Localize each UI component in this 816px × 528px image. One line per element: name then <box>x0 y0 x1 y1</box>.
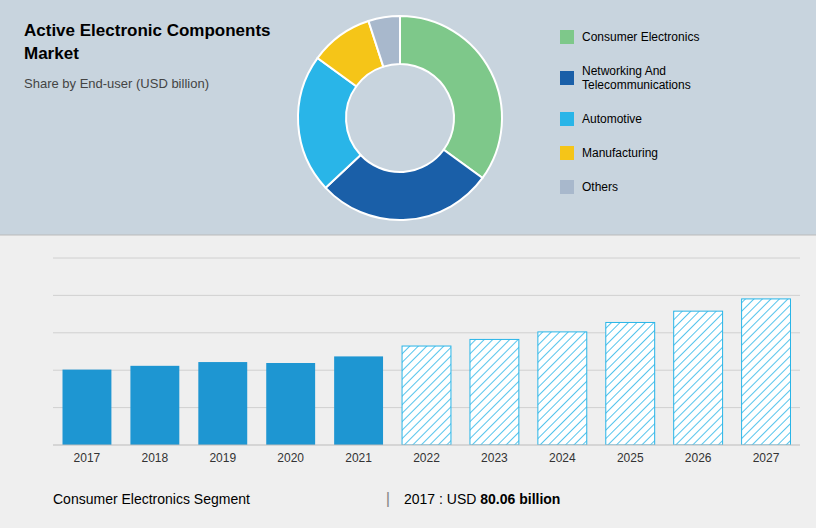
subtitle: Share by End-user (USD billion) <box>24 76 209 91</box>
x-tick-label: 2017 <box>74 451 101 465</box>
slice <box>400 16 502 178</box>
x-tick-label: 2023 <box>481 451 508 465</box>
top-panel <box>0 0 816 235</box>
footer: Consumer Electronics Segment | 2017 : USD … <box>53 489 560 508</box>
legend-swatch <box>560 71 574 85</box>
legend-label: Manufacturing <box>582 146 658 160</box>
bar <box>130 366 179 445</box>
legend-label: Others <box>582 180 618 194</box>
bar <box>742 299 791 445</box>
chart-root: Active Electronic ComponentsMarket Share … <box>0 0 816 528</box>
legend-swatch <box>560 30 574 44</box>
pie-chart: Active Electronic ComponentsMarket Share … <box>24 16 699 220</box>
slice <box>368 16 400 67</box>
legend: Consumer Electronics Networking AndTeleco… <box>560 30 699 194</box>
legend-label: Networking AndTelecommunications <box>582 64 691 92</box>
x-tick-label: 2021 <box>345 451 372 465</box>
bar <box>198 362 247 445</box>
title: Active Electronic ComponentsMarket <box>24 21 271 63</box>
bar-chart: 2017 2018 2019 2020 2021 2022 2023 2024 2025 2026… <box>53 258 800 508</box>
bar <box>334 356 383 445</box>
bar <box>674 311 723 445</box>
x-tick-label: 2020 <box>277 451 304 465</box>
separator <box>0 235 816 236</box>
legend-label: Consumer Electronics <box>582 30 699 44</box>
x-tick-labels: 2017 2018 2019 2020 2021 2022 2023 2024 2025 2026… <box>74 451 780 465</box>
legend-swatch <box>560 112 574 126</box>
x-tick-label: 2024 <box>549 451 576 465</box>
x-tick-label: 2025 <box>617 451 644 465</box>
grid-line <box>53 258 800 259</box>
annotation-divider: | <box>386 489 390 508</box>
x-tick-label: 2022 <box>413 451 440 465</box>
bar <box>63 370 112 445</box>
legend-label: Automotive <box>582 112 642 126</box>
x-tick-label: 2019 <box>209 451 236 465</box>
annotation-part: 2017 : USD <box>404 491 480 507</box>
x-axis-line <box>53 445 800 446</box>
bar <box>470 339 519 445</box>
x-tick-label: 2026 <box>685 451 712 465</box>
bars <box>63 299 791 445</box>
grid-line <box>53 295 800 296</box>
annotation: 2017 : USD 80.06 billion <box>404 491 560 507</box>
x-tick-label: 2027 <box>753 451 780 465</box>
annotation: Consumer Electronics Segment <box>53 491 250 507</box>
slices <box>298 16 502 220</box>
bar <box>538 332 587 445</box>
bar <box>606 322 655 445</box>
x-tick-label: 2018 <box>142 451 169 465</box>
background <box>0 0 816 528</box>
legend-swatch <box>560 146 574 160</box>
bar <box>266 363 315 445</box>
legend-swatch <box>560 180 574 194</box>
bar <box>402 346 451 445</box>
annotation-part: 80.06 billion <box>480 491 560 507</box>
